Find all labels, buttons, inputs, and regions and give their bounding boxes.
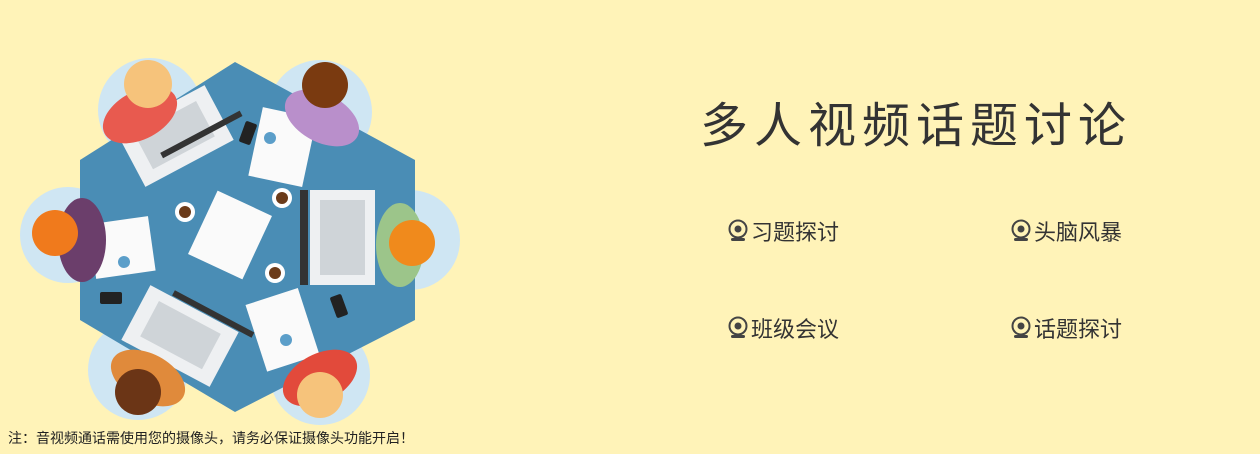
feature-label: 班级会议 bbox=[751, 318, 840, 343]
banner-title: 多人视频话题讨论 bbox=[700, 98, 1133, 154]
webcam-icon bbox=[728, 316, 748, 338]
webcam-icon bbox=[1011, 316, 1031, 338]
webcam-icon bbox=[728, 219, 748, 241]
feature-label: 话题探讨 bbox=[1034, 318, 1123, 343]
feature-topic-discussion: 话题探讨 bbox=[1010, 312, 1122, 344]
feature-class-meeting: 班级会议 bbox=[727, 312, 839, 344]
webcam-icon bbox=[1011, 219, 1031, 241]
feature-exercise-discussion: 习题探讨 bbox=[727, 215, 839, 247]
feature-brainstorm: 头脑风暴 bbox=[1010, 215, 1122, 247]
feature-label: 头脑风暴 bbox=[1034, 221, 1123, 246]
feature-label: 习题探讨 bbox=[751, 221, 840, 246]
camera-permission-note: 注：音视频通话需使用您的摄像头，请务必保证摄像头功能开启！ bbox=[8, 431, 414, 447]
meeting-table-illustration bbox=[20, 58, 460, 425]
